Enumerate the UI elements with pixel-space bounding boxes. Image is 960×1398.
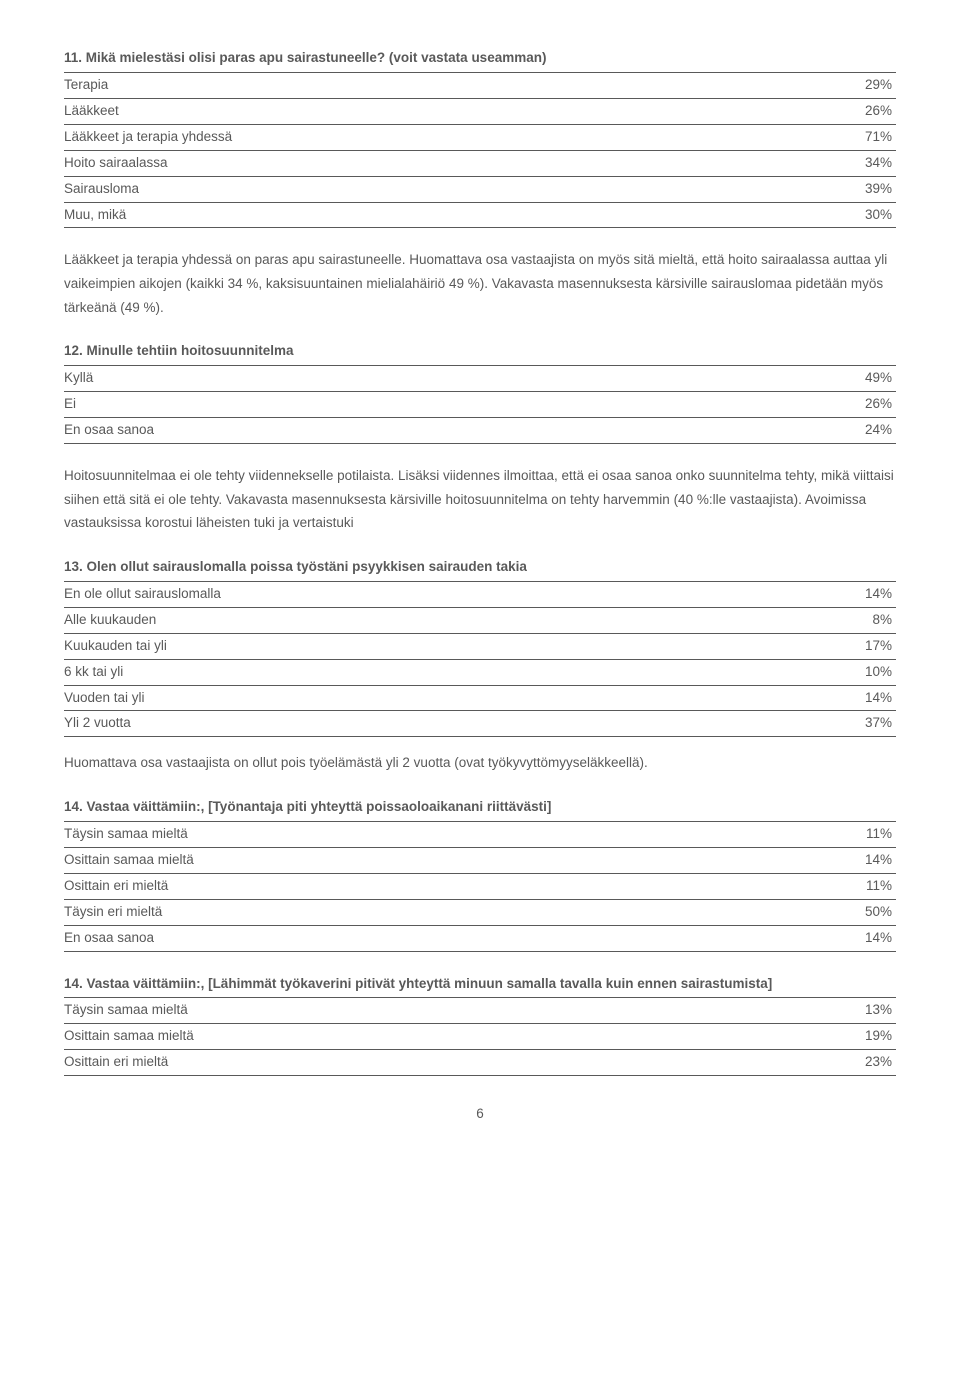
table-row: Vuoden tai yli14%	[64, 685, 896, 711]
row-label: Terapia	[64, 72, 832, 98]
row-value: 23%	[832, 1050, 896, 1076]
row-value: 13%	[832, 998, 896, 1024]
page-number: 6	[64, 1104, 896, 1125]
table-row: 6 kk tai yli10%	[64, 659, 896, 685]
row-value: 39%	[832, 176, 896, 202]
table-row: Sairausloma39%	[64, 176, 896, 202]
q12-table: Kyllä49% Ei26% En osaa sanoa24%	[64, 365, 896, 444]
row-value: 17%	[832, 633, 896, 659]
table-row: En osaa sanoa14%	[64, 925, 896, 951]
row-value: 8%	[832, 607, 896, 633]
row-value: 26%	[832, 392, 896, 418]
row-label: Osittain samaa mieltä	[64, 847, 832, 873]
table-row: Osittain eri mieltä11%	[64, 873, 896, 899]
table-row: En osaa sanoa24%	[64, 418, 896, 444]
row-value: 24%	[832, 418, 896, 444]
row-value: 14%	[832, 847, 896, 873]
row-label: Täysin samaa mieltä	[64, 998, 832, 1024]
question-14b-section: 14. Vastaa väittämiin:, [Lähimmät työkav…	[64, 974, 896, 1077]
table-row: Terapia29%	[64, 72, 896, 98]
table-row: Osittain samaa mieltä19%	[64, 1024, 896, 1050]
row-label: Muu, mikä	[64, 202, 832, 228]
table-row: Osittain samaa mieltä14%	[64, 847, 896, 873]
row-label: 6 kk tai yli	[64, 659, 832, 685]
table-row: Yli 2 vuotta37%	[64, 711, 896, 737]
row-label: Yli 2 vuotta	[64, 711, 832, 737]
row-value: 50%	[832, 899, 896, 925]
table-row: Lääkkeet ja terapia yhdessä71%	[64, 124, 896, 150]
row-value: 34%	[832, 150, 896, 176]
row-label: En osaa sanoa	[64, 418, 832, 444]
row-label: Lääkkeet	[64, 98, 832, 124]
table-row: Täysin samaa mieltä13%	[64, 998, 896, 1024]
q14b-title: 14. Vastaa väittämiin:, [Lähimmät työkav…	[64, 974, 896, 995]
table-row: Täysin samaa mieltä11%	[64, 821, 896, 847]
row-label: Hoito sairaalassa	[64, 150, 832, 176]
row-value: 26%	[832, 98, 896, 124]
row-label: En osaa sanoa	[64, 925, 832, 951]
q11-note: Lääkkeet ja terapia yhdessä on paras apu…	[64, 248, 896, 319]
row-label: En ole ollut sairauslomalla	[64, 581, 832, 607]
row-label: Osittain samaa mieltä	[64, 1024, 832, 1050]
row-value: 71%	[832, 124, 896, 150]
row-value: 29%	[832, 72, 896, 98]
row-value: 10%	[832, 659, 896, 685]
table-row: Täysin eri mieltä50%	[64, 899, 896, 925]
row-label: Täysin samaa mieltä	[64, 821, 832, 847]
question-12-section: 12. Minulle tehtiin hoitosuunnitelma Kyl…	[64, 341, 896, 535]
row-value: 11%	[832, 821, 896, 847]
table-row: Alle kuukauden8%	[64, 607, 896, 633]
q11-table: Terapia29% Lääkkeet26% Lääkkeet ja terap…	[64, 72, 896, 229]
row-value: 37%	[832, 711, 896, 737]
table-row: En ole ollut sairauslomalla14%	[64, 581, 896, 607]
row-value: 30%	[832, 202, 896, 228]
q12-note: Hoitosuunnitelmaa ei ole tehty viidennek…	[64, 464, 896, 535]
row-label: Vuoden tai yli	[64, 685, 832, 711]
table-row: Lääkkeet26%	[64, 98, 896, 124]
row-label: Osittain eri mieltä	[64, 1050, 832, 1076]
q14a-title: 14. Vastaa väittämiin:, [Työnantaja piti…	[64, 797, 896, 818]
row-label: Täysin eri mieltä	[64, 899, 832, 925]
row-label: Osittain eri mieltä	[64, 873, 832, 899]
row-label: Kuukauden tai yli	[64, 633, 832, 659]
question-13-section: 13. Olen ollut sairauslomalla poissa työ…	[64, 557, 896, 775]
q14b-table: Täysin samaa mieltä13% Osittain samaa mi…	[64, 997, 896, 1076]
row-value: 19%	[832, 1024, 896, 1050]
table-row: Kuukauden tai yli17%	[64, 633, 896, 659]
table-row: Ei26%	[64, 392, 896, 418]
q13-title: 13. Olen ollut sairauslomalla poissa työ…	[64, 557, 896, 578]
question-11-section: 11. Mikä mielestäsi olisi paras apu sair…	[64, 48, 896, 319]
row-value: 14%	[832, 581, 896, 607]
row-label: Alle kuukauden	[64, 607, 832, 633]
row-label: Lääkkeet ja terapia yhdessä	[64, 124, 832, 150]
q13-table: En ole ollut sairauslomalla14% Alle kuuk…	[64, 581, 896, 738]
q12-title: 12. Minulle tehtiin hoitosuunnitelma	[64, 341, 896, 362]
table-row: Hoito sairaalassa34%	[64, 150, 896, 176]
q14a-table: Täysin samaa mieltä11% Osittain samaa mi…	[64, 821, 896, 952]
row-value: 49%	[832, 366, 896, 392]
q13-note: Huomattava osa vastaajista on ollut pois…	[64, 751, 896, 775]
table-row: Osittain eri mieltä23%	[64, 1050, 896, 1076]
row-value: 14%	[832, 685, 896, 711]
q11-title: 11. Mikä mielestäsi olisi paras apu sair…	[64, 48, 896, 69]
row-label: Sairausloma	[64, 176, 832, 202]
row-value: 11%	[832, 873, 896, 899]
row-value: 14%	[832, 925, 896, 951]
table-row: Kyllä49%	[64, 366, 896, 392]
question-14a-section: 14. Vastaa väittämiin:, [Työnantaja piti…	[64, 797, 896, 952]
row-label: Ei	[64, 392, 832, 418]
table-row: Muu, mikä30%	[64, 202, 896, 228]
row-label: Kyllä	[64, 366, 832, 392]
